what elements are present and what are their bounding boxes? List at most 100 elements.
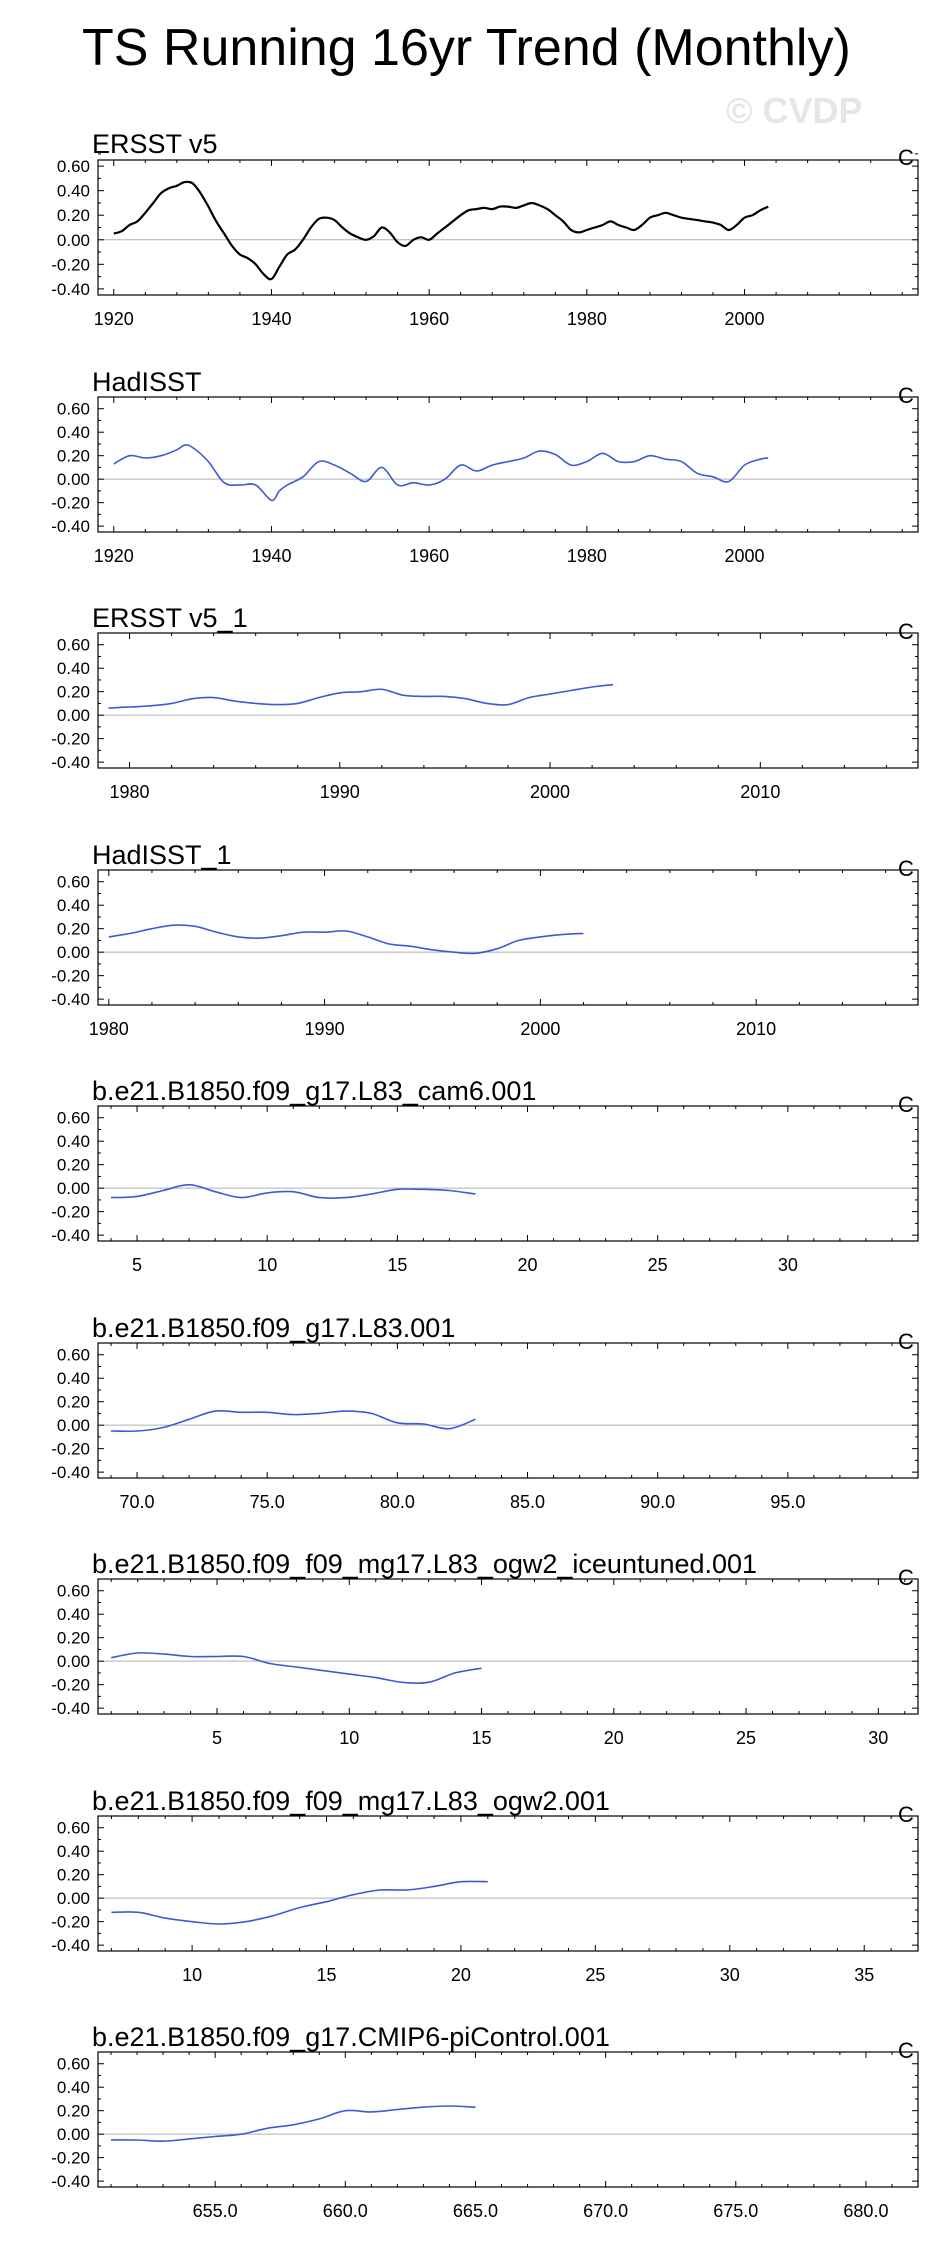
watermark: © CVDP <box>726 90 863 131</box>
y-tick-label: 0.60 <box>57 2055 90 2074</box>
plot-frame <box>97 1105 919 1242</box>
y-tick-label: 0.60 <box>57 1346 90 1365</box>
x-tick-label: 670.0 <box>583 2201 628 2221</box>
series-line <box>113 180 769 281</box>
x-tick-label: 25 <box>648 1255 668 1275</box>
x-tick-label: 5 <box>212 1728 222 1748</box>
y-tick-label: 0.20 <box>57 2102 90 2121</box>
panel-1: ERSST v5 C -0.40 -0.20 0.00 0.20 0.40 0.60 1920 1… <box>51 129 919 329</box>
y-tick-label: 0.20 <box>57 447 90 466</box>
y-tick-label: 0.40 <box>57 659 90 678</box>
x-tick-label: 15 <box>472 1728 492 1748</box>
panel-units: C <box>898 1329 914 1354</box>
y-tick-label: 0.40 <box>57 182 90 201</box>
x-tick-label: 30 <box>778 1255 798 1275</box>
y-tick-label: 0.60 <box>57 1582 90 1601</box>
x-tick-label: 1960 <box>409 546 449 566</box>
x-tick-label: 2000 <box>725 546 765 566</box>
y-tick-label: 0.40 <box>57 423 90 442</box>
plot-frame <box>97 869 919 1006</box>
panel-9: b.e21.B1850.f09_g17.CMIP6-piControl.001 C… <box>51 2022 919 2221</box>
x-tick-label: 5 <box>132 1255 142 1275</box>
panel-units: C <box>898 1802 914 1827</box>
panel-title: b.e21.B1850.f09_g17.L83_cam6.001 <box>92 1076 536 1106</box>
y-tick-label: -0.20 <box>51 494 90 513</box>
y-tick-label: -0.20 <box>51 1203 90 1222</box>
y-tick-label: -0.40 <box>51 280 90 299</box>
panel-title: b.e21.B1850.f09_g17.CMIP6-piControl.001 <box>92 2022 610 2052</box>
panel-units: C <box>898 383 914 408</box>
y-tick-label: -0.40 <box>51 1226 90 1245</box>
x-tick-label: 1980 <box>110 782 150 802</box>
x-tick-label: 20 <box>451 1965 471 1985</box>
x-tick-label: 1920 <box>94 546 134 566</box>
y-tick-label: 0.40 <box>57 1132 90 1151</box>
y-tick-label: 0.60 <box>57 636 90 655</box>
y-tick-label: 0.00 <box>57 1179 90 1198</box>
y-tick-label: 0.00 <box>57 2125 90 2144</box>
x-tick-label: 70.0 <box>120 1492 155 1512</box>
y-tick-label: 0.20 <box>57 206 90 225</box>
y-tick-label: 0.00 <box>57 1889 90 1908</box>
panel-title: ERSST v5 <box>92 129 218 159</box>
panel-title: b.e21.B1850.f09_g17.L83.001 <box>92 1313 455 1343</box>
panel-title: HadISST_1 <box>92 840 232 870</box>
x-tick-label: 1990 <box>320 782 360 802</box>
y-tick-label: 0.00 <box>57 231 90 250</box>
x-tick-label: 1980 <box>89 1019 129 1039</box>
x-tick-label: 80.0 <box>380 1492 415 1512</box>
x-tick-label: 15 <box>387 1255 407 1275</box>
y-tick-label: 0.20 <box>57 1156 90 1175</box>
y-tick-label: 0.00 <box>57 706 90 725</box>
panel-4: HadISST_1 C -0.40 -0.20 0.00 0.20 0.40 0.60 1980… <box>51 840 919 1039</box>
y-tick-label: 0.00 <box>57 1416 90 1435</box>
page-title: TS Running 16yr Trend (Monthly) <box>82 19 851 77</box>
x-tick-label: 680.0 <box>843 2201 888 2221</box>
panel-3: ERSST v5_1 C -0.40 -0.20 0.00 0.20 0.40 0.60 198… <box>51 603 919 802</box>
y-tick-label: -0.40 <box>51 1699 90 1718</box>
y-tick-label: -0.40 <box>51 517 90 536</box>
y-tick-label: 0.40 <box>57 1842 90 1861</box>
y-tick-label: -0.40 <box>51 990 90 1009</box>
y-tick-label: -0.20 <box>51 1676 90 1695</box>
y-tick-label: -0.20 <box>51 1440 90 1459</box>
x-tick-label: 10 <box>339 1728 359 1748</box>
series-line <box>110 1183 476 1199</box>
x-tick-label: 1920 <box>94 309 134 329</box>
plot-frame <box>97 2051 919 2188</box>
series-line <box>108 683 614 709</box>
y-tick-label: -0.20 <box>51 730 90 749</box>
y-tick-label: -0.20 <box>51 2149 90 2168</box>
panel-units: C <box>898 856 914 881</box>
y-tick-label: 0.60 <box>57 873 90 892</box>
plot-frame <box>97 1342 919 1479</box>
y-tick-label: 0.00 <box>57 470 90 489</box>
plot-frame <box>97 1578 919 1715</box>
plot-frame <box>97 396 919 533</box>
x-tick-label: 90.0 <box>640 1492 675 1512</box>
panel-units: C <box>898 1565 914 1590</box>
y-tick-label: -0.20 <box>51 1913 90 1932</box>
panel-units: C <box>898 145 914 170</box>
x-tick-label: 660.0 <box>323 2201 368 2221</box>
panel-title: HadISST <box>92 367 202 397</box>
x-tick-label: 25 <box>736 1728 756 1748</box>
panel-5: b.e21.B1850.f09_g17.L83_cam6.001 C -0.40 -0… <box>51 1076 919 1275</box>
x-tick-label: 1980 <box>567 546 607 566</box>
y-tick-label: -0.20 <box>51 255 90 274</box>
y-tick-label: 0.00 <box>57 1652 90 1671</box>
x-tick-label: 1960 <box>409 309 449 329</box>
y-tick-label: 0.20 <box>57 1629 90 1648</box>
y-tick-label: -0.40 <box>51 1463 90 1482</box>
series-line <box>108 924 584 955</box>
y-tick-label: 0.60 <box>57 1819 90 1838</box>
x-tick-label: 1980 <box>567 309 607 329</box>
y-tick-label: -0.20 <box>51 967 90 986</box>
plot-frame <box>97 632 919 769</box>
x-tick-label: 2010 <box>736 1019 776 1039</box>
y-tick-label: 0.20 <box>57 1866 90 1885</box>
series-line <box>110 2105 476 2143</box>
x-tick-label: 15 <box>317 1965 337 1985</box>
x-tick-label: 10 <box>257 1255 277 1275</box>
panel-6: b.e21.B1850.f09_g17.L83.001 C -0.40 -0.20 0.… <box>51 1313 919 1512</box>
